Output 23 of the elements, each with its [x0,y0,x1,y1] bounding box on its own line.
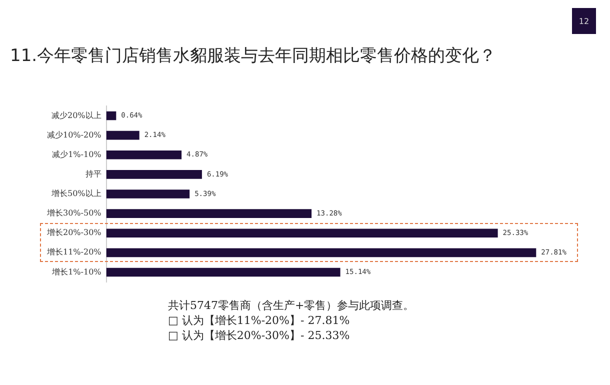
y-tick-label: 增长50%以上 [50,189,102,198]
y-tick-label: 持平 [85,170,102,179]
bar [106,190,190,198]
text: 共计5747零售商（含生产+零售）参与此项调查。 [168,298,414,313]
bar [106,130,140,140]
y-tick-label: 减少10%-20% [47,130,102,140]
bar [106,209,312,218]
bar [106,248,536,258]
y-tick-label: 增长1%-10% [51,267,102,276]
bar [106,268,340,277]
y-tick-label: 减少1%-10% [52,150,102,159]
bar [106,228,498,238]
y-tick-label: 增长11%-20% [46,248,102,257]
text: 12 [572,8,596,34]
bar [106,111,116,120]
y-tick-label: 减少20%以上 [51,110,102,120]
y-tick-label: 增长30%-50% [46,208,102,218]
bar [106,150,182,160]
chart-title: 11.今年零售门店销售水貂服装与去年同期相比零售价格的变化？ [10,45,496,67]
text: □ 认为【增长11%-20%】- 27.81% [168,313,351,328]
y-tick-label: 增长20%-30% [46,228,102,238]
bar [106,170,202,179]
text: □ 认为【增长20%-30%】- 25.33% [168,328,351,343]
